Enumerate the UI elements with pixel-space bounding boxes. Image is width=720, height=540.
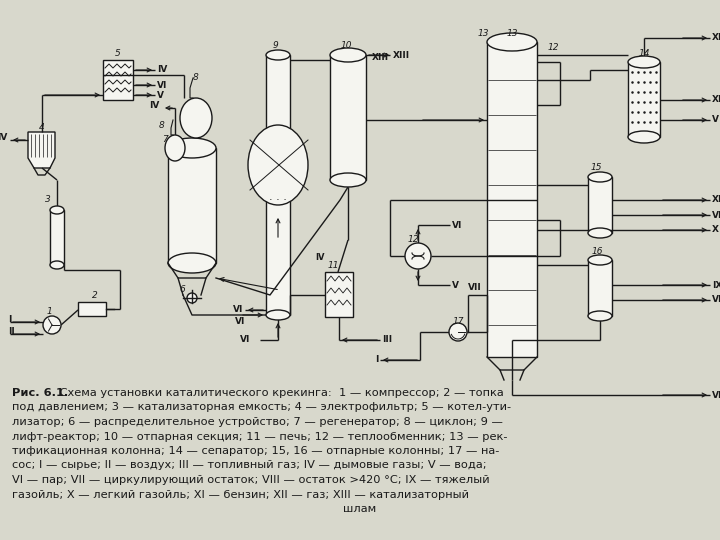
Text: I: I — [8, 315, 12, 325]
Text: Схема установки каталитического крекинга:  1 — компрессор; 2 — топка: Схема установки каталитического крекинга… — [56, 388, 504, 398]
Text: 11: 11 — [328, 260, 338, 269]
Text: XI: XI — [712, 96, 720, 105]
Ellipse shape — [168, 253, 216, 273]
Bar — [487, 42, 537, 357]
Text: 8: 8 — [159, 120, 165, 130]
Text: шлам: шлам — [343, 504, 377, 514]
Ellipse shape — [266, 50, 290, 60]
Text: 4: 4 — [39, 123, 45, 132]
Ellipse shape — [266, 310, 290, 320]
Text: лизатор; 6 — распределительное устройство; 7 — регенератор; 8 — циклон; 9 —: лизатор; 6 — распределительное устройств… — [12, 417, 503, 427]
Text: 9: 9 — [272, 42, 278, 51]
Ellipse shape — [330, 173, 366, 187]
Text: VI: VI — [712, 295, 720, 305]
Text: 2: 2 — [92, 291, 98, 300]
Bar — [78, 302, 106, 316]
Text: XIII: XIII — [372, 53, 389, 63]
Text: 3: 3 — [45, 195, 51, 205]
Text: 13: 13 — [477, 29, 489, 37]
Bar — [168, 148, 216, 263]
Ellipse shape — [50, 206, 64, 214]
Text: · · ·: · · · — [269, 195, 287, 205]
Text: IX: IX — [712, 280, 720, 289]
Ellipse shape — [588, 172, 612, 182]
Bar — [266, 55, 290, 315]
Text: VI — пар; VII — циркулирующий остаток; VIII — остаток >420 °C; IX — тяжелый: VI — пар; VII — циркулирующий остаток; V… — [12, 475, 490, 485]
Polygon shape — [28, 132, 55, 168]
Text: III: III — [382, 335, 392, 345]
Text: IV: IV — [315, 253, 325, 261]
Ellipse shape — [248, 125, 308, 205]
Text: под давлением; 3 — катализаторная емкость; 4 — электрофильтр; 5 — котел-ути-: под давлением; 3 — катализаторная емкост… — [12, 402, 511, 413]
Text: V: V — [452, 280, 459, 289]
Bar — [103, 60, 133, 100]
Text: II: II — [8, 327, 14, 336]
Ellipse shape — [168, 138, 216, 158]
Text: I: I — [374, 355, 378, 364]
Ellipse shape — [330, 48, 366, 62]
Text: 12: 12 — [408, 235, 419, 245]
Text: XII: XII — [712, 33, 720, 43]
Text: тификационная колонна; 14 — сепаратор; 15, 16 — отпарные колонны; 17 — на-: тификационная колонна; 14 — сепаратор; 1… — [12, 446, 500, 456]
Text: VII: VII — [468, 282, 482, 292]
Text: 16: 16 — [591, 247, 603, 256]
Text: VI: VI — [712, 211, 720, 219]
Bar — [628, 62, 660, 137]
Text: лифт-реактор; 10 — отпарная секция; 11 — печь; 12 — теплообменник; 13 — рек-: лифт-реактор; 10 — отпарная секция; 11 —… — [12, 431, 508, 442]
Text: VI: VI — [235, 318, 246, 327]
Text: IV: IV — [150, 102, 160, 111]
Circle shape — [405, 243, 431, 269]
Ellipse shape — [180, 98, 212, 138]
Bar — [588, 177, 612, 233]
Ellipse shape — [50, 261, 64, 269]
Text: газойль; X — легкий газойль; XI — бензин; XII — газ; XIII — катализаторный: газойль; X — легкий газойль; XI — бензин… — [12, 489, 469, 500]
Text: 12: 12 — [547, 44, 559, 52]
Text: 1: 1 — [46, 307, 52, 316]
Ellipse shape — [588, 311, 612, 321]
Text: VI: VI — [233, 306, 243, 314]
Text: X: X — [712, 226, 719, 234]
Bar — [330, 55, 366, 180]
Ellipse shape — [165, 135, 185, 161]
Text: 14: 14 — [638, 49, 649, 57]
Circle shape — [187, 293, 197, 303]
Bar — [50, 210, 64, 265]
Text: 8: 8 — [193, 73, 199, 83]
Text: 15: 15 — [590, 164, 602, 172]
Text: VIII: VIII — [712, 390, 720, 400]
Circle shape — [449, 323, 467, 341]
Text: Рис. 6.1.: Рис. 6.1. — [12, 388, 68, 398]
Text: VI: VI — [157, 80, 167, 90]
Text: IV: IV — [0, 133, 8, 143]
Text: VI: VI — [452, 220, 462, 230]
Text: 10: 10 — [341, 42, 352, 51]
Bar — [325, 272, 353, 317]
Bar — [588, 260, 612, 316]
Ellipse shape — [628, 56, 660, 68]
Ellipse shape — [588, 228, 612, 238]
Ellipse shape — [588, 255, 612, 265]
Text: сос; I — сырье; II — воздух; III — топливный газ; IV — дымовые газы; V — вода;: сос; I — сырье; II — воздух; III — топли… — [12, 461, 487, 470]
Text: 5: 5 — [115, 49, 121, 57]
Text: V: V — [712, 116, 719, 125]
Text: V: V — [157, 91, 164, 99]
Text: 7: 7 — [162, 136, 168, 145]
Ellipse shape — [628, 131, 660, 143]
Text: 13: 13 — [506, 29, 518, 37]
Text: 6: 6 — [179, 286, 185, 294]
Text: VI: VI — [240, 335, 250, 345]
Circle shape — [43, 316, 61, 334]
Text: 17: 17 — [452, 316, 464, 326]
Text: XIII: XIII — [393, 51, 410, 59]
Text: XI: XI — [712, 195, 720, 205]
Ellipse shape — [487, 33, 537, 51]
Text: IV: IV — [157, 65, 167, 75]
